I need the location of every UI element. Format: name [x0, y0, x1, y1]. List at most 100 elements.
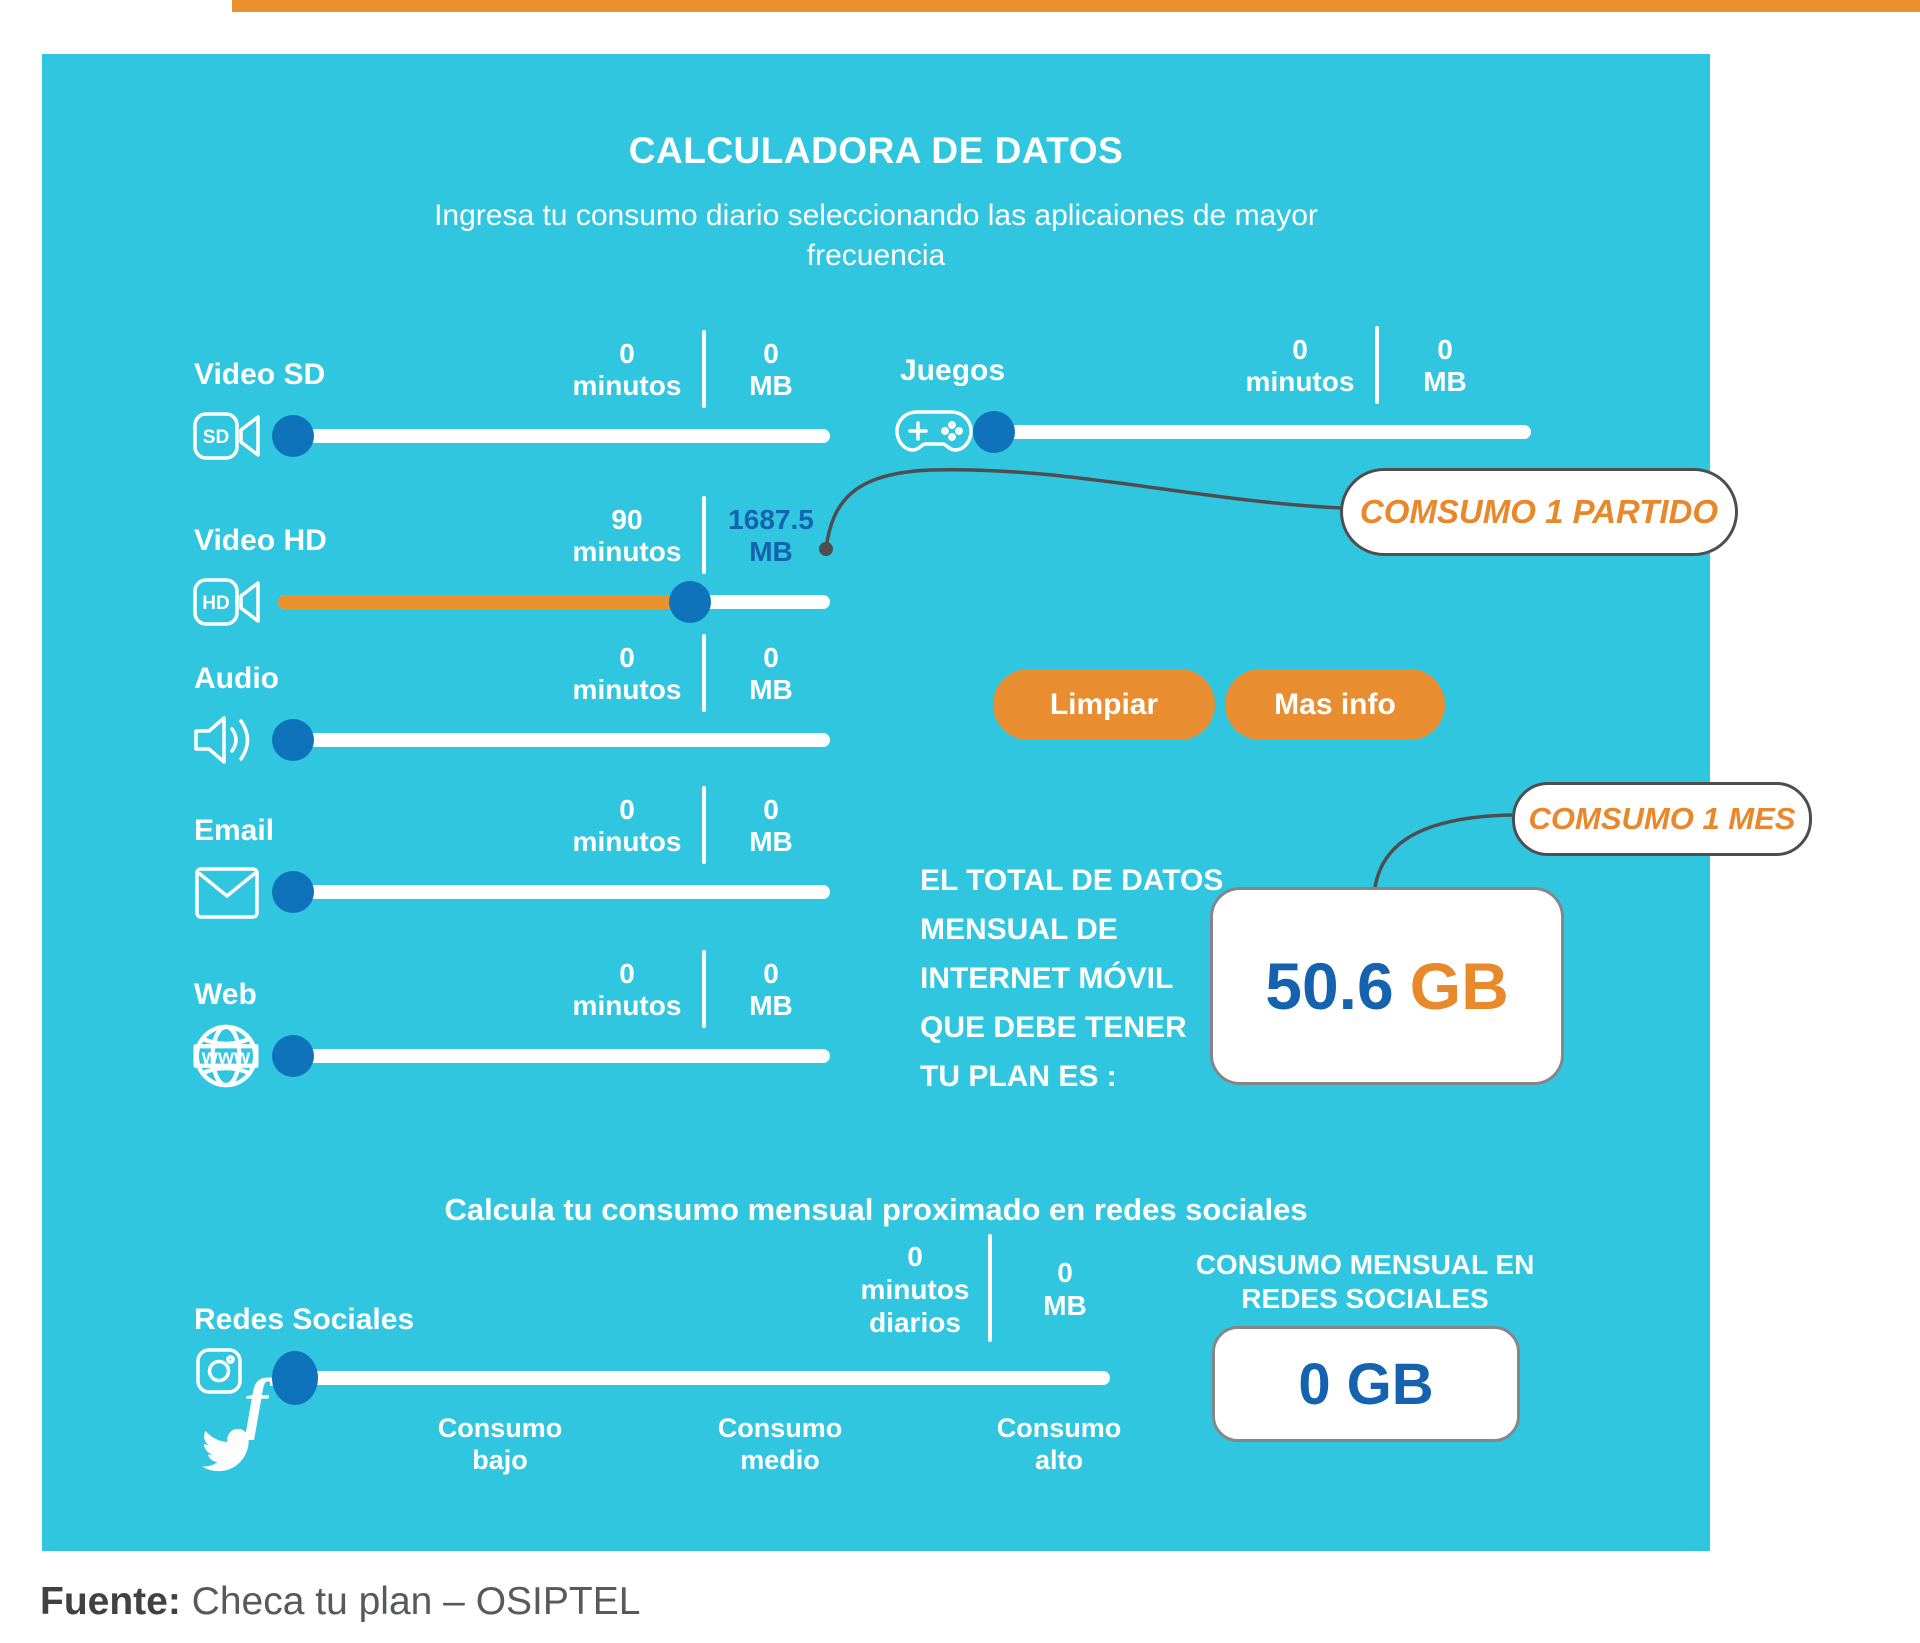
total-line: MENSUAL DE	[920, 913, 1118, 946]
limpiar-button[interactable]: Limpiar	[993, 669, 1215, 740]
slider-label-video-hd: Video HD	[194, 524, 327, 557]
juegos-mb-unit: MB	[1423, 366, 1467, 397]
video-sd-minutes-unit: minutos	[572, 370, 682, 401]
juegos-value-divider	[1375, 326, 1379, 404]
audio-slider-handle[interactable]	[272, 719, 314, 761]
level-label-alto: Consumo alto	[996, 1413, 1122, 1475]
juegos-mb-number: 0	[1437, 334, 1453, 365]
juegos-minutes-value: 0 minutos	[1210, 334, 1390, 398]
top-accent-bar	[232, 0, 1920, 12]
email-slider-handle[interactable]	[272, 871, 314, 913]
video-sd-mb-value: 0 MB	[711, 338, 831, 402]
slider-label-audio: Audio	[194, 662, 279, 695]
video-hd-icon: HD	[193, 578, 260, 626]
total-line: EL TOTAL DE DATOS	[920, 864, 1224, 897]
social-result-value: 0 GB	[1298, 1351, 1434, 1417]
video-sd-icon: SD	[193, 412, 260, 460]
social-mb-unit: MB	[1043, 1290, 1087, 1321]
slider-label-web: Web	[194, 978, 257, 1011]
audio-minutes-value: 0 minutos	[537, 642, 717, 706]
web-mb-number: 0	[763, 958, 779, 989]
source-line: Fuente: Checa tu plan – OSIPTEL	[40, 1580, 640, 1624]
web-minutes-number: 0	[619, 958, 635, 989]
social-section-heading: Calcula tu consumo mensual proximado en …	[444, 1192, 1308, 1227]
calculator-panel	[42, 54, 1710, 1551]
social-slider-handle[interactable]	[272, 1351, 318, 1405]
social-result-box: 0 GB	[1212, 1326, 1520, 1442]
source-text: Checa tu plan – OSIPTEL	[191, 1580, 641, 1623]
callout-partido-text: COMSUMO 1 PARTIDO	[1359, 493, 1719, 530]
social-minutes-number: 0	[907, 1241, 923, 1272]
social-minutes-value: 0 minutos diarios	[825, 1240, 1005, 1339]
video-sd-minutes-number: 0	[619, 338, 635, 369]
email-minutes-value: 0 minutos	[537, 794, 717, 858]
video-sd-minutes-value: 0 minutos	[537, 338, 717, 402]
web-mb-unit: MB	[749, 990, 793, 1021]
web-mb-value: 0 MB	[711, 958, 831, 1022]
video-hd-slider-handle[interactable]	[669, 581, 711, 623]
mas-info-button[interactable]: Mas info	[1225, 669, 1445, 740]
video-sd-mb-unit: MB	[749, 370, 793, 401]
audio-minutes-unit: minutos	[572, 674, 682, 705]
total-line: INTERNET MÓVIL	[920, 962, 1174, 995]
juegos-mb-value: 0 MB	[1390, 334, 1500, 398]
twitter-icon	[202, 1428, 254, 1472]
social-mb-number: 0	[1057, 1257, 1073, 1288]
video-hd-minutes-value: 90 minutos	[537, 504, 717, 568]
total-line: TU PLAN ES :	[920, 1060, 1117, 1093]
email-mb-value: 0 MB	[711, 794, 831, 858]
juegos-slider-handle[interactable]	[973, 411, 1015, 453]
total-result-box: 50.6 GB	[1210, 887, 1564, 1085]
slider-label-video-sd: Video SD	[194, 358, 326, 391]
social-result-title: CONSUMO MENSUAL EN REDES SOCIALES	[1195, 1249, 1535, 1314]
instagram-icon	[196, 1348, 242, 1394]
juegos-slider-track[interactable]	[985, 425, 1531, 439]
web-slider-handle[interactable]	[272, 1035, 314, 1077]
email-value-divider	[702, 786, 706, 864]
audio-mb-unit: MB	[749, 674, 793, 705]
source-label: Fuente:	[40, 1580, 181, 1623]
page-subtitle: Ingresa tu consumo diario seleccionando …	[434, 199, 1318, 272]
audio-slider-track[interactable]	[278, 733, 830, 747]
video-hd-mb-unit: MB	[749, 536, 793, 567]
video-sd-slider-handle[interactable]	[272, 415, 314, 457]
total-value: 50.6	[1265, 949, 1394, 1023]
svg-text:www: www	[201, 1045, 251, 1068]
callout-mes: COMSUMO 1 MES	[1512, 782, 1812, 856]
email-mb-unit: MB	[749, 826, 793, 857]
svg-text:SD: SD	[203, 427, 229, 448]
level-label-bajo: Consumo bajo	[437, 1413, 563, 1475]
audio-mb-number: 0	[763, 642, 779, 673]
audio-icon	[194, 716, 250, 764]
video-hd-mb-value: 1687.5 MB	[701, 504, 841, 568]
video-hd-value-divider	[702, 496, 706, 574]
social-value-divider	[988, 1234, 992, 1342]
web-slider-track[interactable]	[278, 1049, 830, 1063]
email-icon	[195, 867, 259, 919]
audio-value-divider	[702, 634, 706, 712]
social-minutes-unit: minutos	[860, 1274, 970, 1305]
svg-text:HD: HD	[202, 593, 229, 614]
slider-label-juegos: Juegos	[900, 354, 1006, 387]
email-minutes-unit: minutos	[572, 826, 682, 857]
video-hd-mb-number: 1687.5	[728, 504, 814, 535]
callout-partido: COMSUMO 1 PARTIDO	[1340, 468, 1738, 556]
email-slider-track[interactable]	[278, 885, 830, 899]
audio-mb-value: 0 MB	[711, 642, 831, 706]
juegos-gamepad-icon	[895, 410, 973, 452]
web-minutes-value: 0 minutos	[537, 958, 717, 1022]
social-slider-track[interactable]	[278, 1371, 1110, 1385]
video-hd-minutes-unit: minutos	[572, 536, 682, 567]
video-hd-slider-fill	[278, 595, 692, 609]
audio-minutes-number: 0	[619, 642, 635, 673]
video-sd-slider-track[interactable]	[278, 429, 830, 443]
social-mb-value: 0 MB	[1005, 1256, 1125, 1322]
social-minutes-unit2: diarios	[869, 1307, 961, 1338]
social-label: Redes Sociales	[194, 1303, 415, 1336]
web-value-divider	[702, 950, 706, 1028]
callout-mes-text: COMSUMO 1 MES	[1528, 801, 1796, 836]
total-description: EL TOTAL DE DATOS MENSUAL DE INTERNET MÓ…	[920, 856, 1224, 1101]
video-hd-minutes-number: 90	[611, 504, 643, 535]
level-label-medio: Consumo medio	[717, 1413, 843, 1475]
